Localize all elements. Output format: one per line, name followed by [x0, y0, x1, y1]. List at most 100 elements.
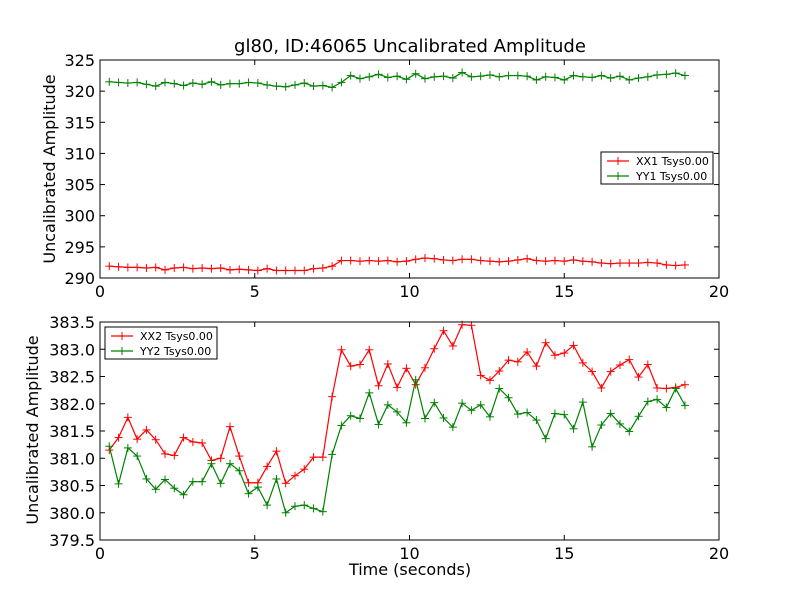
top-series-1-point	[114, 262, 123, 271]
top-series-2-point	[467, 72, 476, 81]
bottom-series-2-point	[123, 443, 132, 452]
top-series-2-point	[411, 69, 420, 78]
top-series-1-point	[532, 256, 541, 265]
bottom-legend-box	[104, 326, 218, 360]
top-series-1-point	[225, 265, 234, 274]
top-series-2-point	[346, 71, 355, 80]
bottom-series-2-point	[597, 421, 606, 430]
top-series-1-point	[355, 257, 364, 266]
bottom-series-2-point	[402, 418, 411, 427]
bottom-series-2-point	[383, 400, 392, 409]
top-series-1-point	[439, 255, 448, 264]
bottom-series-1-point	[513, 357, 522, 366]
bottom-series-2-point	[188, 477, 197, 486]
bottom-series-1-point	[346, 362, 355, 371]
bottom-series-2-point	[578, 398, 587, 407]
bottom-series-2-point	[458, 399, 467, 408]
bottom-series-2-point	[179, 490, 188, 499]
top-y-tick-label: 320	[64, 82, 95, 101]
top-y-tick-label: 295	[64, 238, 95, 257]
top-series-1-point	[513, 255, 522, 264]
top-series-1-point	[680, 260, 689, 269]
bottom-series-1-point	[578, 358, 587, 367]
top-series-1-point	[541, 257, 550, 266]
top-series-1-point	[393, 257, 402, 266]
bottom-series-1-point	[495, 367, 504, 376]
top-y-tick-label: 325	[64, 51, 95, 70]
top-series-2-point	[309, 82, 318, 91]
bottom-series-2-point	[513, 410, 522, 419]
bottom-series-2-point	[374, 420, 383, 429]
bottom-series-2-point	[550, 409, 559, 418]
bottom-series-1-point	[188, 437, 197, 446]
bottom-series-1-point	[439, 326, 448, 335]
bottom-series-2-point	[411, 375, 420, 384]
top-series-1-point	[188, 264, 197, 273]
top-series-1-point	[263, 264, 272, 273]
bottom-y-tick-label: 380.0	[49, 504, 95, 523]
top-series-2-point	[151, 82, 160, 91]
bottom-series-2-point	[142, 474, 151, 483]
bottom-series-2-point	[244, 489, 253, 498]
top-series-2-point	[671, 69, 680, 78]
top-series-1-point	[105, 262, 114, 271]
top-series-1-point	[300, 266, 309, 275]
bottom-series-1-point	[151, 435, 160, 444]
bottom-series-2-point	[588, 442, 597, 451]
bottom-chart-x-axis-label: Time (seconds)	[348, 560, 471, 579]
top-series-1-point	[634, 259, 643, 268]
bottom-series-1-point	[643, 360, 652, 369]
bottom-legend: XX2 Tsys0.00 YY2 Tsys0.00	[104, 326, 218, 360]
bottom-series-2-point	[207, 459, 216, 468]
top-series-2-point	[198, 80, 207, 89]
top-series-2-point	[625, 75, 634, 84]
bottom-series-2-point	[625, 427, 634, 436]
top-series-2-point	[207, 77, 216, 86]
top-series-1-point	[662, 260, 671, 269]
top-y-tick-label: 290	[64, 269, 95, 288]
top-series-2-point	[328, 83, 337, 92]
top-series-1-point	[476, 256, 485, 265]
top-legend: XX1 Tsys0.00 YY1 Tsys0.00	[600, 151, 714, 185]
bottom-series-1-point	[485, 376, 494, 385]
top-series-2-point	[123, 79, 132, 88]
bottom-series-2-point	[355, 414, 364, 423]
top-series-1-point	[142, 264, 151, 273]
bottom-series-1-point	[290, 471, 299, 480]
bottom-series-2-point	[309, 504, 318, 513]
bottom-series-1-point	[476, 371, 485, 380]
bottom-legend-label-2: YY2 Tsys0.00	[139, 345, 211, 358]
top-x-tick-label: 20	[709, 282, 729, 301]
top-series-1-point	[170, 264, 179, 273]
bottom-series-1-point	[541, 338, 550, 347]
top-series-2-point	[597, 71, 606, 80]
top-series-2-point	[142, 80, 151, 89]
top-series-2-point	[383, 73, 392, 82]
bottom-series-2-point	[643, 397, 652, 406]
bottom-series-2-point	[290, 502, 299, 511]
top-x-tick-label: 15	[554, 282, 574, 301]
bottom-series-1-point	[355, 360, 364, 369]
bottom-series-2-point	[253, 483, 262, 492]
bottom-series-2-point	[420, 414, 429, 423]
top-plot-frame	[99, 59, 720, 279]
bottom-series-2-point	[430, 398, 439, 407]
top-series-2-point	[337, 78, 346, 87]
bottom-series-2-point	[114, 479, 123, 488]
bottom-series-1-point	[532, 362, 541, 371]
bottom-series-1-point	[420, 363, 429, 372]
top-series-2-point	[355, 74, 364, 83]
top-series-2-point	[615, 72, 624, 81]
top-series-1-point	[281, 266, 290, 275]
top-series-2-point	[318, 81, 327, 90]
top-chart: gl80, ID:46065 Uncalibrated Amplitude Un…	[40, 36, 729, 301]
top-series-1-point	[550, 256, 559, 265]
top-series-1-point	[133, 263, 142, 272]
top-series-2-point	[504, 71, 513, 80]
bottom-series-2-point	[263, 501, 272, 510]
bottom-series-2-point	[300, 501, 309, 510]
bottom-series-2-point	[569, 424, 578, 433]
bottom-series-1-point	[393, 383, 402, 392]
top-series-1-point	[272, 266, 281, 275]
